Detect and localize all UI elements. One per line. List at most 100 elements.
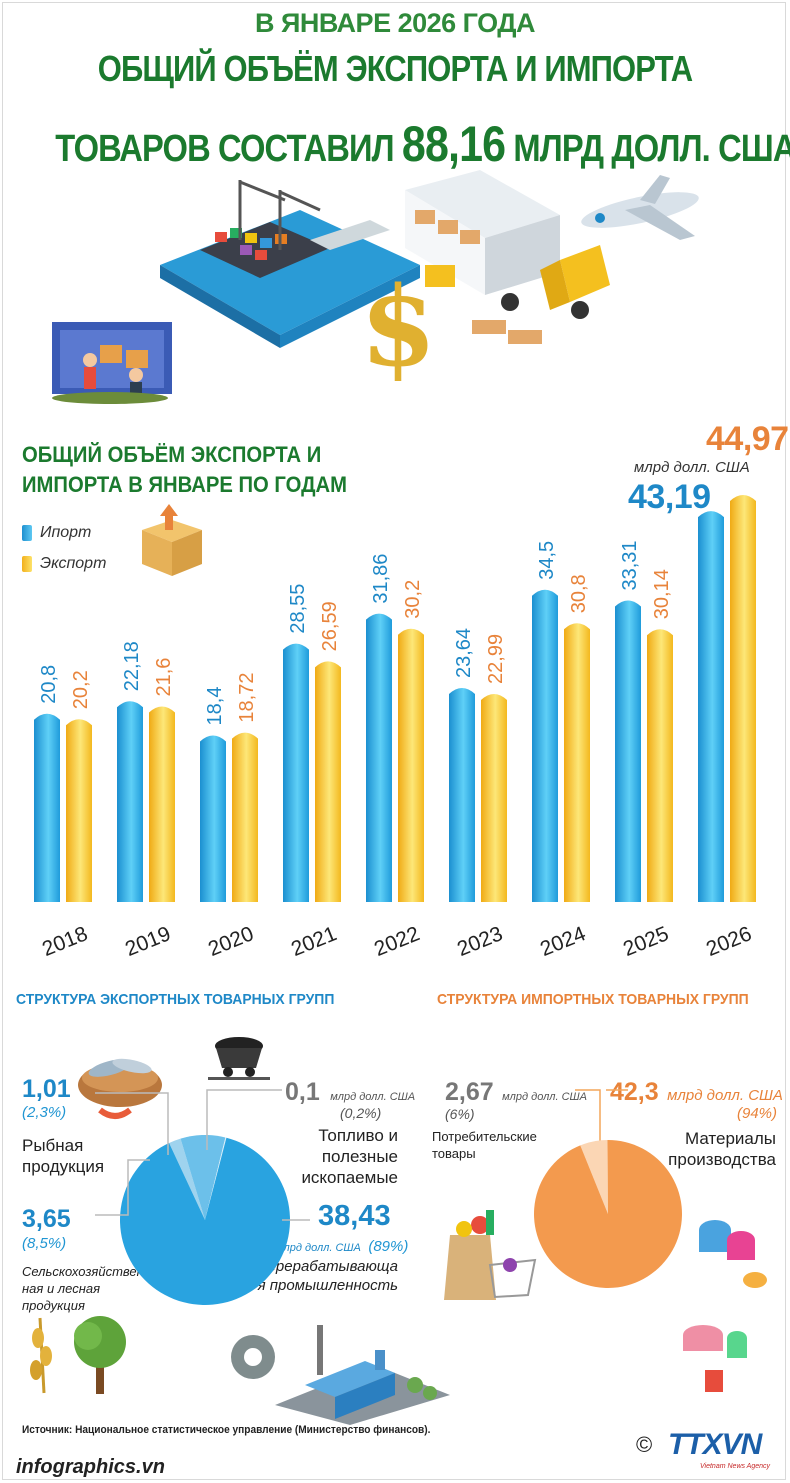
export-bar-2022 [398,628,424,902]
factory-icon [231,1325,450,1425]
export-value-label-2023: 22,99 [485,634,507,684]
header-line1: В ЯНВАРЕ 2026 ГОДА [255,8,535,38]
import-pie-chart [534,1140,682,1288]
fuel-label: Топливо и полезные ископаемые [300,1125,398,1188]
fuel-value-row: 0,1 млрд долл. США [285,1078,415,1107]
export-bar-2019 [149,706,175,902]
ttxvn-logo: TTXVN [668,1428,762,1461]
port-icon [160,180,420,348]
agri-label: Сельскохозяйствен ная и лесная продукция [22,1263,144,1314]
seafood-basket-icon [78,1058,162,1119]
materials-value-row: 42,3 млрд долл. США [610,1078,783,1107]
bar-chart: 20,8 20,2 2018 22,18 21,6 2019 18,4 18,72 2020 28… [34,495,756,961]
export-2026-label: 44,97 [706,420,789,458]
year-label-2020: 2020 [205,922,257,961]
header-line2: ОБЩИЙ ОБЪЁМ ЭКСПОРТА И ИМПОРТА [97,48,693,89]
fish-label-line2: продукция [22,1157,105,1176]
import-value-label-2018: 20,8 [38,665,60,704]
export-pie-slice-0 [169,1138,205,1220]
import-pie-slice-1 [534,1140,682,1288]
year-label-2021: 2021 [288,922,340,961]
import-value-label-2019: 22,18 [121,641,143,691]
export-bar-2020 [232,732,258,902]
import-bar-2025 [615,600,641,902]
grocery-icon [444,1210,537,1300]
warehouse-icon [52,322,172,404]
export-value-label-2024: 30,8 [568,574,590,613]
import-value-label-2022: 31,86 [370,554,392,604]
year-label-2026: 2026 [703,922,755,961]
export-value-label-2021: 26,59 [319,601,341,651]
legend-import: Ипорт [22,524,91,542]
export-value-label-2019: 21,6 [153,658,175,697]
import-2026-label: 43,19 [628,478,711,516]
legend-export-swatch [22,556,32,572]
legend-import-swatch [22,525,32,541]
year-label-2024: 2024 [537,922,589,961]
consumer-label: Потребительские товары [432,1128,537,1162]
airplane-icon [581,175,699,240]
header-total-value: 88,16 [401,116,506,172]
manuf-unit-row: млрд долл. США (89%) [276,1238,408,1256]
site-name[interactable]: infographics.vn [16,1456,165,1478]
agri-label-line3: продукция [22,1298,85,1313]
materials-value: 42,3 [610,1078,659,1106]
materials-label: Материалы производства [650,1128,776,1170]
import-structure-title: СТРУКТУРА ИМПОРТНЫХ ТОВАРНЫХ ГРУПП [437,991,749,1008]
materials-label-line2: производства [668,1150,776,1169]
year-label-2019: 2019 [122,922,174,961]
export-value-label-2020: 18,72 [236,673,258,723]
fish-label-line1: Рыбная [22,1136,84,1155]
manuf-label-line1: Перерабатывающа [256,1258,398,1275]
export-bar-2023 [481,693,507,902]
export-value-label-2025: 30,14 [651,569,673,619]
manuf-unit: млрд долл. США [276,1242,361,1254]
consumer-value-row: 2,67 млрд долл. США [445,1078,587,1107]
agri-pct: (8,5%) [22,1235,67,1252]
import-value-label-2025: 33,31 [619,540,641,590]
source-note: Источник: Национальное статистическое уп… [22,1424,431,1436]
import-bar-2021 [283,643,309,902]
truck-icon [405,170,610,344]
export-value-label-2022: 30,2 [402,580,424,619]
fish-value: 1,01 [22,1075,71,1103]
fuel-value: 0,1 [285,1078,320,1106]
fuel-label-line2: полезные [321,1147,398,1166]
import-value-label-2024: 34,5 [536,541,558,580]
header-line3: ТОВАРОВ СОСТАВИЛ 88,16 МЛРД ДОЛЛ. США [55,115,790,173]
agri-value: 3,65 [22,1205,71,1233]
chart-title-line2: ИМПОРТА В ЯНВАРЕ ПО ГОДАМ [22,472,348,497]
chart-title: ОБЩИЙ ОБЪЁМ ЭКСПОРТА И ИМПОРТА В ЯНВАРЕ … [22,440,347,500]
fuel-unit: млрд долл. США [330,1091,416,1103]
import-bar-2020 [200,735,226,902]
export-bar-2026 [730,495,756,902]
import-bar-2019 [117,701,143,902]
year-label-2023: 2023 [454,922,506,961]
year-label-2022: 2022 [371,922,423,961]
materials-label-line1: Материалы [684,1129,776,1148]
coal-cart-icon [208,1037,270,1080]
unit-note: млрд долл. США [634,459,750,476]
import-value-label-2021: 28,55 [287,584,309,634]
materials-unit: млрд долл. США [667,1087,783,1104]
agriculture-icon [30,1316,126,1394]
export-pie-slice-3 [120,1137,290,1305]
legend-export: Экспорт [22,555,106,573]
export-bar-2024 [564,623,590,902]
consumer-value: 2,67 [445,1078,494,1106]
agri-label-line2: ная и лесная [22,1281,101,1296]
manuf-pct: (89%) [368,1238,409,1255]
export-structure-title: СТРУКТУРА ЭКСПОРТНЫХ ТОВАРНЫХ ГРУПП [16,991,335,1008]
import-bar-2023 [449,688,475,902]
fish-label: Рыбная продукция [22,1135,104,1177]
export-pie-chart [120,1135,290,1305]
export-bar-2018 [66,719,92,902]
fish-pct: (2,3%) [22,1104,67,1121]
consumer-unit: млрд долл. США [502,1091,588,1103]
legend-export-label: Экспорт [40,555,107,572]
import-bar-2018 [34,713,60,902]
textile-materials-icon [683,1220,767,1392]
box-icon [142,504,202,576]
manuf-label-line2: я промышленность [257,1277,398,1294]
fuel-label-line3: ископаемые [301,1168,398,1187]
